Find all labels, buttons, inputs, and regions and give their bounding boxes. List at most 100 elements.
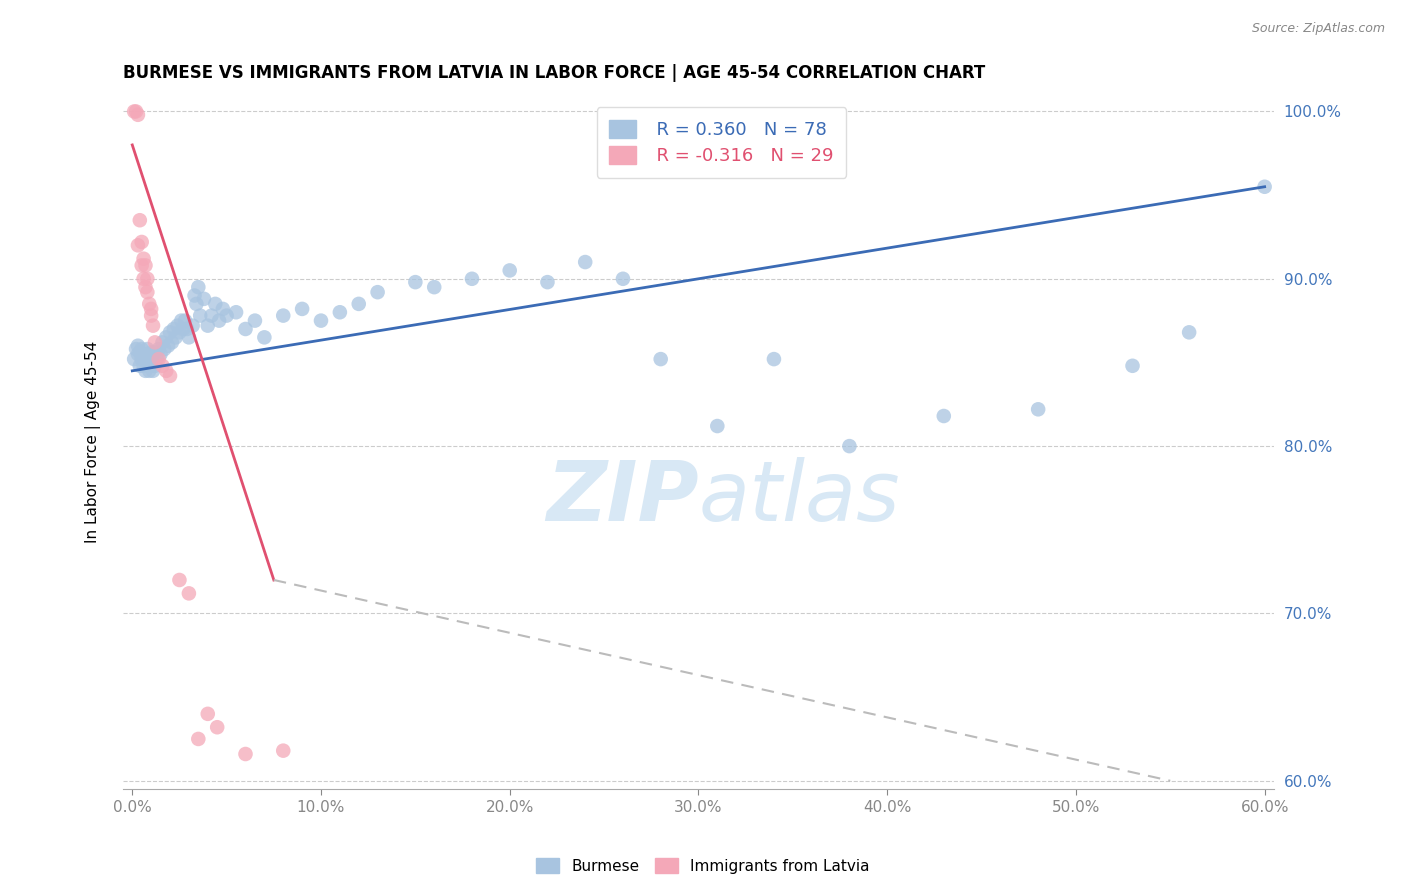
Point (177, 586, 200, 600)
Point (142, 352, 165, 367)
Point (309, 313, 332, 327)
Point (134, 364, 156, 378)
Point (153, 342, 176, 356)
Text: ZIP: ZIP (546, 457, 699, 538)
Point (143, 359, 166, 373)
Point (367, 285, 389, 300)
Point (423, 280, 446, 294)
Y-axis label: In Labor Force | Age 45-54: In Labor Force | Age 45-54 (86, 341, 101, 543)
Point (225, 305, 247, 319)
Point (1253, 179, 1275, 194)
Point (163, 322, 186, 336)
Point (148, 352, 170, 367)
Point (612, 272, 634, 286)
Point (131, 342, 153, 356)
Point (1026, 402, 1049, 417)
Point (132, 272, 155, 286)
Point (132, 252, 155, 266)
Point (235, 747, 257, 761)
Point (169, 573, 191, 587)
Point (166, 318, 188, 333)
Point (131, 235, 153, 249)
Point (142, 318, 165, 333)
Point (205, 720, 228, 734)
Point (1121, 359, 1143, 373)
Point (762, 352, 785, 367)
Point (157, 339, 180, 353)
Point (139, 301, 162, 316)
Point (139, 359, 162, 373)
Point (134, 347, 156, 361)
Point (152, 335, 174, 350)
Point (128, 213, 150, 227)
Point (212, 301, 235, 316)
Point (706, 419, 728, 434)
Point (183, 288, 205, 302)
Point (243, 313, 266, 327)
Point (170, 313, 193, 327)
Point (176, 322, 198, 336)
Point (139, 309, 162, 323)
Point (187, 731, 209, 746)
Point (152, 359, 174, 373)
Point (165, 330, 187, 344)
Point (127, 339, 149, 353)
Point (215, 309, 238, 323)
Point (160, 335, 183, 350)
Point (197, 706, 219, 721)
Point (149, 347, 172, 361)
Point (169, 326, 191, 340)
Point (131, 259, 153, 273)
Point (187, 280, 209, 294)
Point (172, 322, 194, 336)
Point (142, 364, 165, 378)
Point (932, 409, 955, 423)
Point (138, 297, 160, 311)
Point (134, 259, 156, 273)
Point (404, 275, 426, 289)
Point (131, 352, 153, 367)
Point (127, 108, 149, 122)
Point (159, 368, 181, 383)
Text: BURMESE VS IMMIGRANTS FROM LATVIA IN LABOR FORCE | AGE 45-54 CORRELATION CHART: BURMESE VS IMMIGRANTS FROM LATVIA IN LAB… (122, 64, 986, 82)
Point (127, 347, 149, 361)
Point (122, 104, 145, 119)
Point (838, 439, 860, 453)
Point (193, 292, 215, 306)
Point (499, 263, 522, 277)
Point (143, 335, 166, 350)
Point (122, 352, 145, 367)
Point (138, 347, 160, 361)
Point (347, 297, 370, 311)
Point (186, 297, 208, 311)
Point (125, 342, 148, 356)
Point (136, 355, 159, 369)
Text: Source: ZipAtlas.com: Source: ZipAtlas.com (1251, 22, 1385, 36)
Point (461, 272, 484, 286)
Point (134, 280, 156, 294)
Point (174, 313, 197, 327)
Point (650, 352, 672, 367)
Point (271, 744, 294, 758)
Legend:   R = 0.360   N = 78,   R = -0.316   N = 29: R = 0.360 N = 78, R = -0.316 N = 29 (596, 107, 846, 178)
Point (291, 301, 314, 316)
Point (197, 318, 219, 333)
Point (1178, 326, 1201, 340)
Point (148, 342, 170, 356)
Point (235, 322, 257, 336)
Legend: Burmese, Immigrants from Latvia: Burmese, Immigrants from Latvia (530, 852, 876, 880)
Point (159, 326, 181, 340)
Point (200, 309, 222, 323)
Point (188, 309, 211, 323)
Point (138, 364, 160, 378)
Point (204, 297, 226, 311)
Point (132, 359, 155, 373)
Point (125, 104, 148, 119)
Point (536, 275, 558, 289)
Point (253, 330, 276, 344)
Point (136, 285, 159, 300)
Point (271, 309, 294, 323)
Point (155, 364, 177, 378)
Point (128, 359, 150, 373)
Point (574, 255, 596, 269)
